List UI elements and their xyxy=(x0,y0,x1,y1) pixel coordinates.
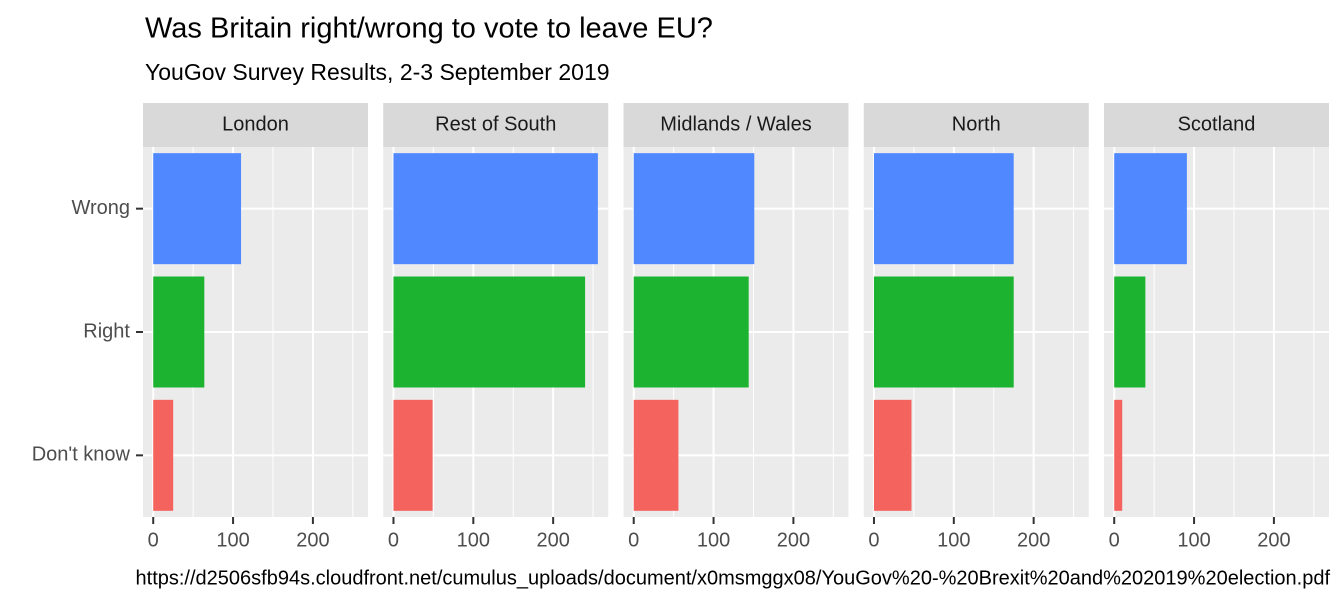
y-tick-label: Wrong xyxy=(71,197,130,219)
x-tick-label: 0 xyxy=(148,529,159,551)
caption: https://d2506sfb94s.cloudfront.net/cumul… xyxy=(136,567,1331,589)
x-tick-label: 100 xyxy=(457,529,490,551)
x-tick-label: 200 xyxy=(777,529,810,551)
bar xyxy=(393,276,586,388)
strip xyxy=(863,103,1089,147)
x-tick-label: 0 xyxy=(1109,529,1120,551)
bar xyxy=(873,276,1014,388)
y-tick-label: Don't know xyxy=(32,444,131,466)
bar xyxy=(153,399,174,511)
x-tick-label: 0 xyxy=(868,529,879,551)
bar xyxy=(873,153,1014,265)
strip xyxy=(623,103,849,147)
x-tick-label: 200 xyxy=(536,529,569,551)
strip-label: London xyxy=(222,113,289,135)
strip-label: Scotland xyxy=(1178,113,1256,135)
x-tick-label: 0 xyxy=(388,529,399,551)
strip xyxy=(383,103,609,147)
x-tick-label: 100 xyxy=(937,529,970,551)
x-tick-label: 200 xyxy=(1257,529,1290,551)
chart-subtitle: YouGov Survey Results, 2-3 September 201… xyxy=(145,59,610,85)
x-tick-label: 100 xyxy=(1177,529,1210,551)
x-tick-label: 100 xyxy=(697,529,730,551)
strip xyxy=(1104,103,1329,147)
x-tick-label: 0 xyxy=(628,529,639,551)
strip-label: North xyxy=(952,113,1001,135)
bar xyxy=(393,153,598,265)
x-tick-label: 200 xyxy=(1017,529,1050,551)
x-tick-label: 100 xyxy=(216,529,249,551)
strip xyxy=(143,103,368,147)
x-tick-label: 200 xyxy=(296,529,329,551)
strip-label: Midlands / Wales xyxy=(660,113,812,135)
y-tick-label: Right xyxy=(83,320,130,342)
bar xyxy=(633,399,679,511)
bar xyxy=(153,153,242,265)
chart-title: Was Britain right/wrong to vote to leave… xyxy=(145,13,713,45)
bar xyxy=(1114,399,1123,511)
bar xyxy=(873,399,912,511)
bar xyxy=(633,153,755,265)
bar xyxy=(393,399,433,511)
bar xyxy=(1114,276,1146,388)
bar xyxy=(1114,153,1187,265)
bar xyxy=(153,276,205,388)
bar xyxy=(633,276,749,388)
strip-label: Rest of South xyxy=(435,113,556,135)
